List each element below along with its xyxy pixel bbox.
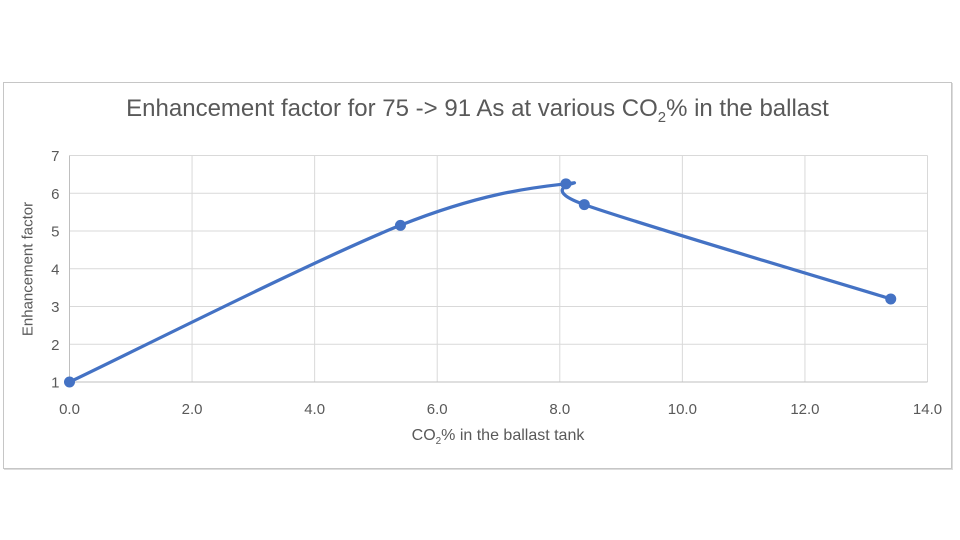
chart-title: Enhancement factor for 75 -> 91 As at va…: [4, 95, 951, 126]
chart-title-text: Enhancement factor for 75 -> 91 As at va…: [126, 95, 658, 122]
plot-area: 0.0 2.0 4.0 6.0 8.0 10.0 12.0 14.0 1 2 3 4 5 6 7: [51, 148, 942, 418]
y-tick-label: 4: [51, 261, 59, 278]
data-point-marker: [885, 293, 897, 305]
x-tick-label: 2.0: [182, 401, 203, 418]
chart-title-subscript: 2: [657, 109, 667, 126]
data-point-marker: [560, 178, 572, 190]
y-axis-title: Enhancement factor: [19, 201, 37, 337]
x-tick-label: 0.0: [59, 401, 80, 418]
y-tick-label: 5: [51, 224, 59, 241]
x-tick-label: 8.0: [549, 401, 570, 418]
chart-title-suffix: % in the ballast: [666, 95, 829, 122]
y-tick-label: 6: [51, 186, 59, 203]
data-point-marker: [578, 199, 590, 211]
x-tick-label: 14.0: [913, 401, 942, 418]
y-tick-label: 1: [51, 375, 59, 392]
y-tick-label: 3: [51, 299, 59, 316]
data-point-marker: [64, 376, 75, 388]
x-tick-label: 6.0: [427, 401, 448, 418]
data-point-marker: [394, 219, 406, 231]
y-tick-label: 2: [51, 337, 59, 354]
x-tick-label: 10.0: [668, 401, 697, 418]
series-line: [67, 181, 893, 384]
y-tick-label: 7: [51, 148, 59, 165]
x-axis-title-text: CO: [411, 427, 436, 444]
chart-area: 0.0 2.0 4.0 6.0 8.0 10.0 12.0 14.0 1 2 3 4 5 6 7 Enhan…: [3, 82, 952, 469]
x-tick-label: 4.0: [304, 401, 325, 418]
x-tick-label: 12.0: [790, 401, 819, 418]
x-axis-title-suffix: % in the ballast tank: [441, 427, 585, 444]
x-axis-title-subscript: 2: [435, 436, 442, 448]
x-axis-title: CO2% in the ballast tank: [412, 427, 585, 447]
